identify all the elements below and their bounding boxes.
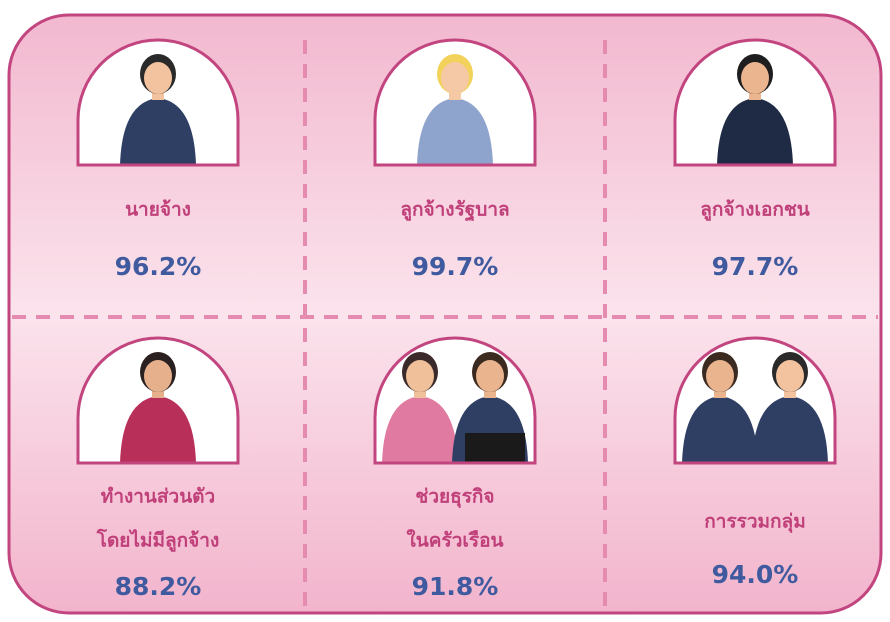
cell-label: ช่วยธุรกิจ (415, 486, 494, 509)
cell-value: 88.2% (115, 572, 202, 601)
person-face (476, 360, 504, 392)
cell-value: 94.0% (712, 560, 799, 589)
person-face (706, 360, 734, 392)
infographic: นายจ้าง 96.2% ลูกจ้างรัฐบาล 99.7% ลูกจ้างเอก… (0, 0, 890, 622)
cell-label: ลูกจ้างรัฐบาล (400, 199, 509, 223)
person-face (441, 62, 469, 94)
cell-value: 91.8% (412, 572, 499, 601)
cell-label: ในครัวเรือน (407, 529, 504, 552)
person-face (406, 360, 434, 392)
cell-value: 96.2% (115, 252, 202, 281)
cell-value: 99.7% (412, 252, 499, 281)
cell-label: โดยไม่มีลูกจ้าง (96, 529, 220, 553)
person-face (144, 62, 172, 94)
cell-label: นายจ้าง (125, 199, 191, 221)
laptop (465, 433, 525, 463)
cell-label: ลูกจ้างเอกชน (700, 199, 810, 222)
person-face (741, 62, 769, 94)
cell-label: ทำงานส่วนตัว (101, 486, 215, 508)
cell-value: 97.7% (712, 252, 799, 281)
person-face (776, 360, 804, 392)
page: นายจ้าง 96.2% ลูกจ้างรัฐบาล 99.7% ลูกจ้างเอก… (0, 0, 890, 622)
cell-label: การรวมกลุ่ม (704, 511, 805, 534)
person-face (144, 360, 172, 392)
